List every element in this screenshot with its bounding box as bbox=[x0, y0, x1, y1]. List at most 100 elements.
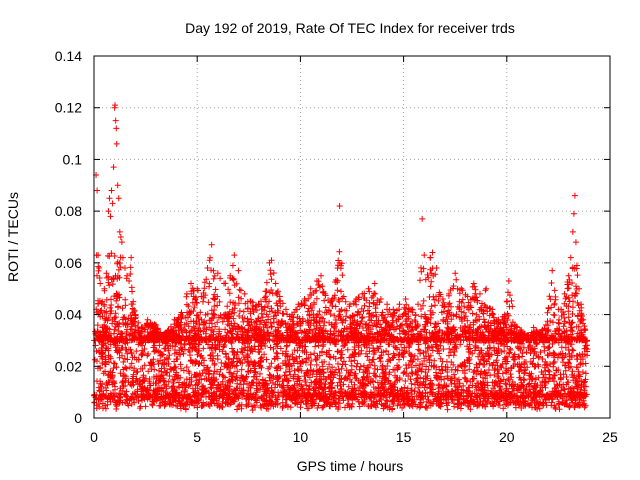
data-point bbox=[419, 215, 426, 222]
data-point bbox=[282, 306, 289, 313]
data-point bbox=[272, 280, 279, 287]
data-point bbox=[208, 241, 215, 248]
y-tick-label: 0.06 bbox=[55, 255, 82, 271]
data-point bbox=[384, 301, 391, 308]
data-point bbox=[429, 249, 436, 256]
data-point bbox=[144, 316, 151, 323]
data-point bbox=[501, 311, 508, 318]
data-point bbox=[452, 270, 459, 277]
data-point bbox=[377, 296, 384, 303]
data-point bbox=[204, 265, 211, 272]
data-point bbox=[221, 280, 228, 287]
data-point bbox=[505, 277, 512, 284]
data-point bbox=[346, 301, 353, 308]
data-point bbox=[571, 192, 578, 199]
data-point bbox=[336, 202, 343, 209]
data-point bbox=[110, 164, 117, 171]
data-point bbox=[512, 321, 519, 328]
data-point bbox=[118, 239, 125, 246]
data-point bbox=[115, 195, 122, 202]
data-point bbox=[101, 285, 108, 292]
data-point bbox=[439, 296, 446, 303]
data-point bbox=[530, 324, 537, 331]
data-point bbox=[214, 270, 221, 277]
data-point bbox=[518, 327, 525, 334]
data-point bbox=[573, 262, 580, 269]
data-point bbox=[109, 200, 116, 207]
data-point bbox=[256, 301, 263, 308]
data-point bbox=[138, 324, 145, 331]
y-tick-label: 0.02 bbox=[55, 358, 82, 374]
data-point bbox=[132, 311, 139, 318]
data-point bbox=[570, 210, 577, 217]
data-point bbox=[247, 298, 254, 305]
data-point bbox=[549, 267, 556, 274]
data-point bbox=[116, 228, 123, 235]
data-point bbox=[119, 254, 126, 261]
data-point bbox=[103, 270, 110, 277]
data-point bbox=[464, 293, 471, 300]
data-point bbox=[99, 298, 106, 305]
x-tick-label: 15 bbox=[396, 429, 412, 445]
chart-title: Day 192 of 2019, Rate Of TEC Index for r… bbox=[185, 20, 515, 36]
data-point bbox=[536, 329, 543, 336]
data-point bbox=[94, 187, 101, 194]
data-point bbox=[112, 117, 119, 124]
axis-ticks bbox=[93, 55, 611, 419]
y-tick-label: 0 bbox=[74, 410, 82, 426]
data-point bbox=[433, 265, 440, 272]
data-point bbox=[126, 277, 133, 284]
data-point bbox=[171, 316, 178, 323]
y-tick-label: 0.1 bbox=[63, 151, 83, 167]
data-point bbox=[124, 272, 131, 279]
data-point bbox=[567, 254, 574, 261]
data-point bbox=[580, 316, 587, 323]
data-point bbox=[96, 265, 103, 272]
data-point bbox=[113, 140, 120, 147]
data-point bbox=[334, 265, 341, 272]
data-point bbox=[340, 293, 347, 300]
data-point bbox=[318, 272, 325, 279]
data-point bbox=[555, 306, 562, 313]
data-point bbox=[235, 267, 242, 274]
data-point bbox=[289, 311, 296, 318]
data-point bbox=[565, 272, 572, 279]
data-point bbox=[262, 288, 269, 295]
data-point bbox=[572, 239, 579, 246]
data-point bbox=[159, 332, 166, 339]
data-point bbox=[194, 285, 201, 292]
dense-point-band bbox=[91, 248, 591, 414]
x-axis-label: GPS time / hours bbox=[297, 458, 404, 474]
data-point bbox=[121, 265, 128, 272]
x-tick-label: 5 bbox=[193, 429, 201, 445]
data-point bbox=[470, 280, 477, 287]
data-point bbox=[495, 316, 502, 323]
data-point bbox=[543, 321, 550, 328]
x-tick-label: 10 bbox=[293, 429, 309, 445]
grid-lines bbox=[94, 56, 610, 418]
data-point bbox=[359, 290, 366, 297]
data-point bbox=[114, 182, 121, 189]
data-point bbox=[206, 257, 213, 264]
data-point bbox=[106, 195, 113, 202]
plot-frame bbox=[93, 55, 611, 419]
data-point bbox=[476, 290, 483, 297]
data-point bbox=[561, 290, 568, 297]
x-tick-label: 0 bbox=[90, 429, 98, 445]
data-point bbox=[353, 296, 360, 303]
data-point bbox=[408, 306, 415, 313]
data-point bbox=[276, 293, 283, 300]
data-point bbox=[402, 296, 409, 303]
data-point bbox=[183, 290, 190, 297]
data-point bbox=[328, 298, 335, 305]
data-point bbox=[569, 228, 576, 235]
data-point bbox=[446, 290, 453, 297]
x-tick-label: 25 bbox=[602, 429, 618, 445]
data-point bbox=[112, 102, 119, 109]
data-point bbox=[582, 327, 589, 334]
data-point bbox=[113, 125, 120, 132]
data-point bbox=[227, 272, 234, 279]
data-point bbox=[421, 252, 428, 259]
data-point bbox=[301, 296, 308, 303]
